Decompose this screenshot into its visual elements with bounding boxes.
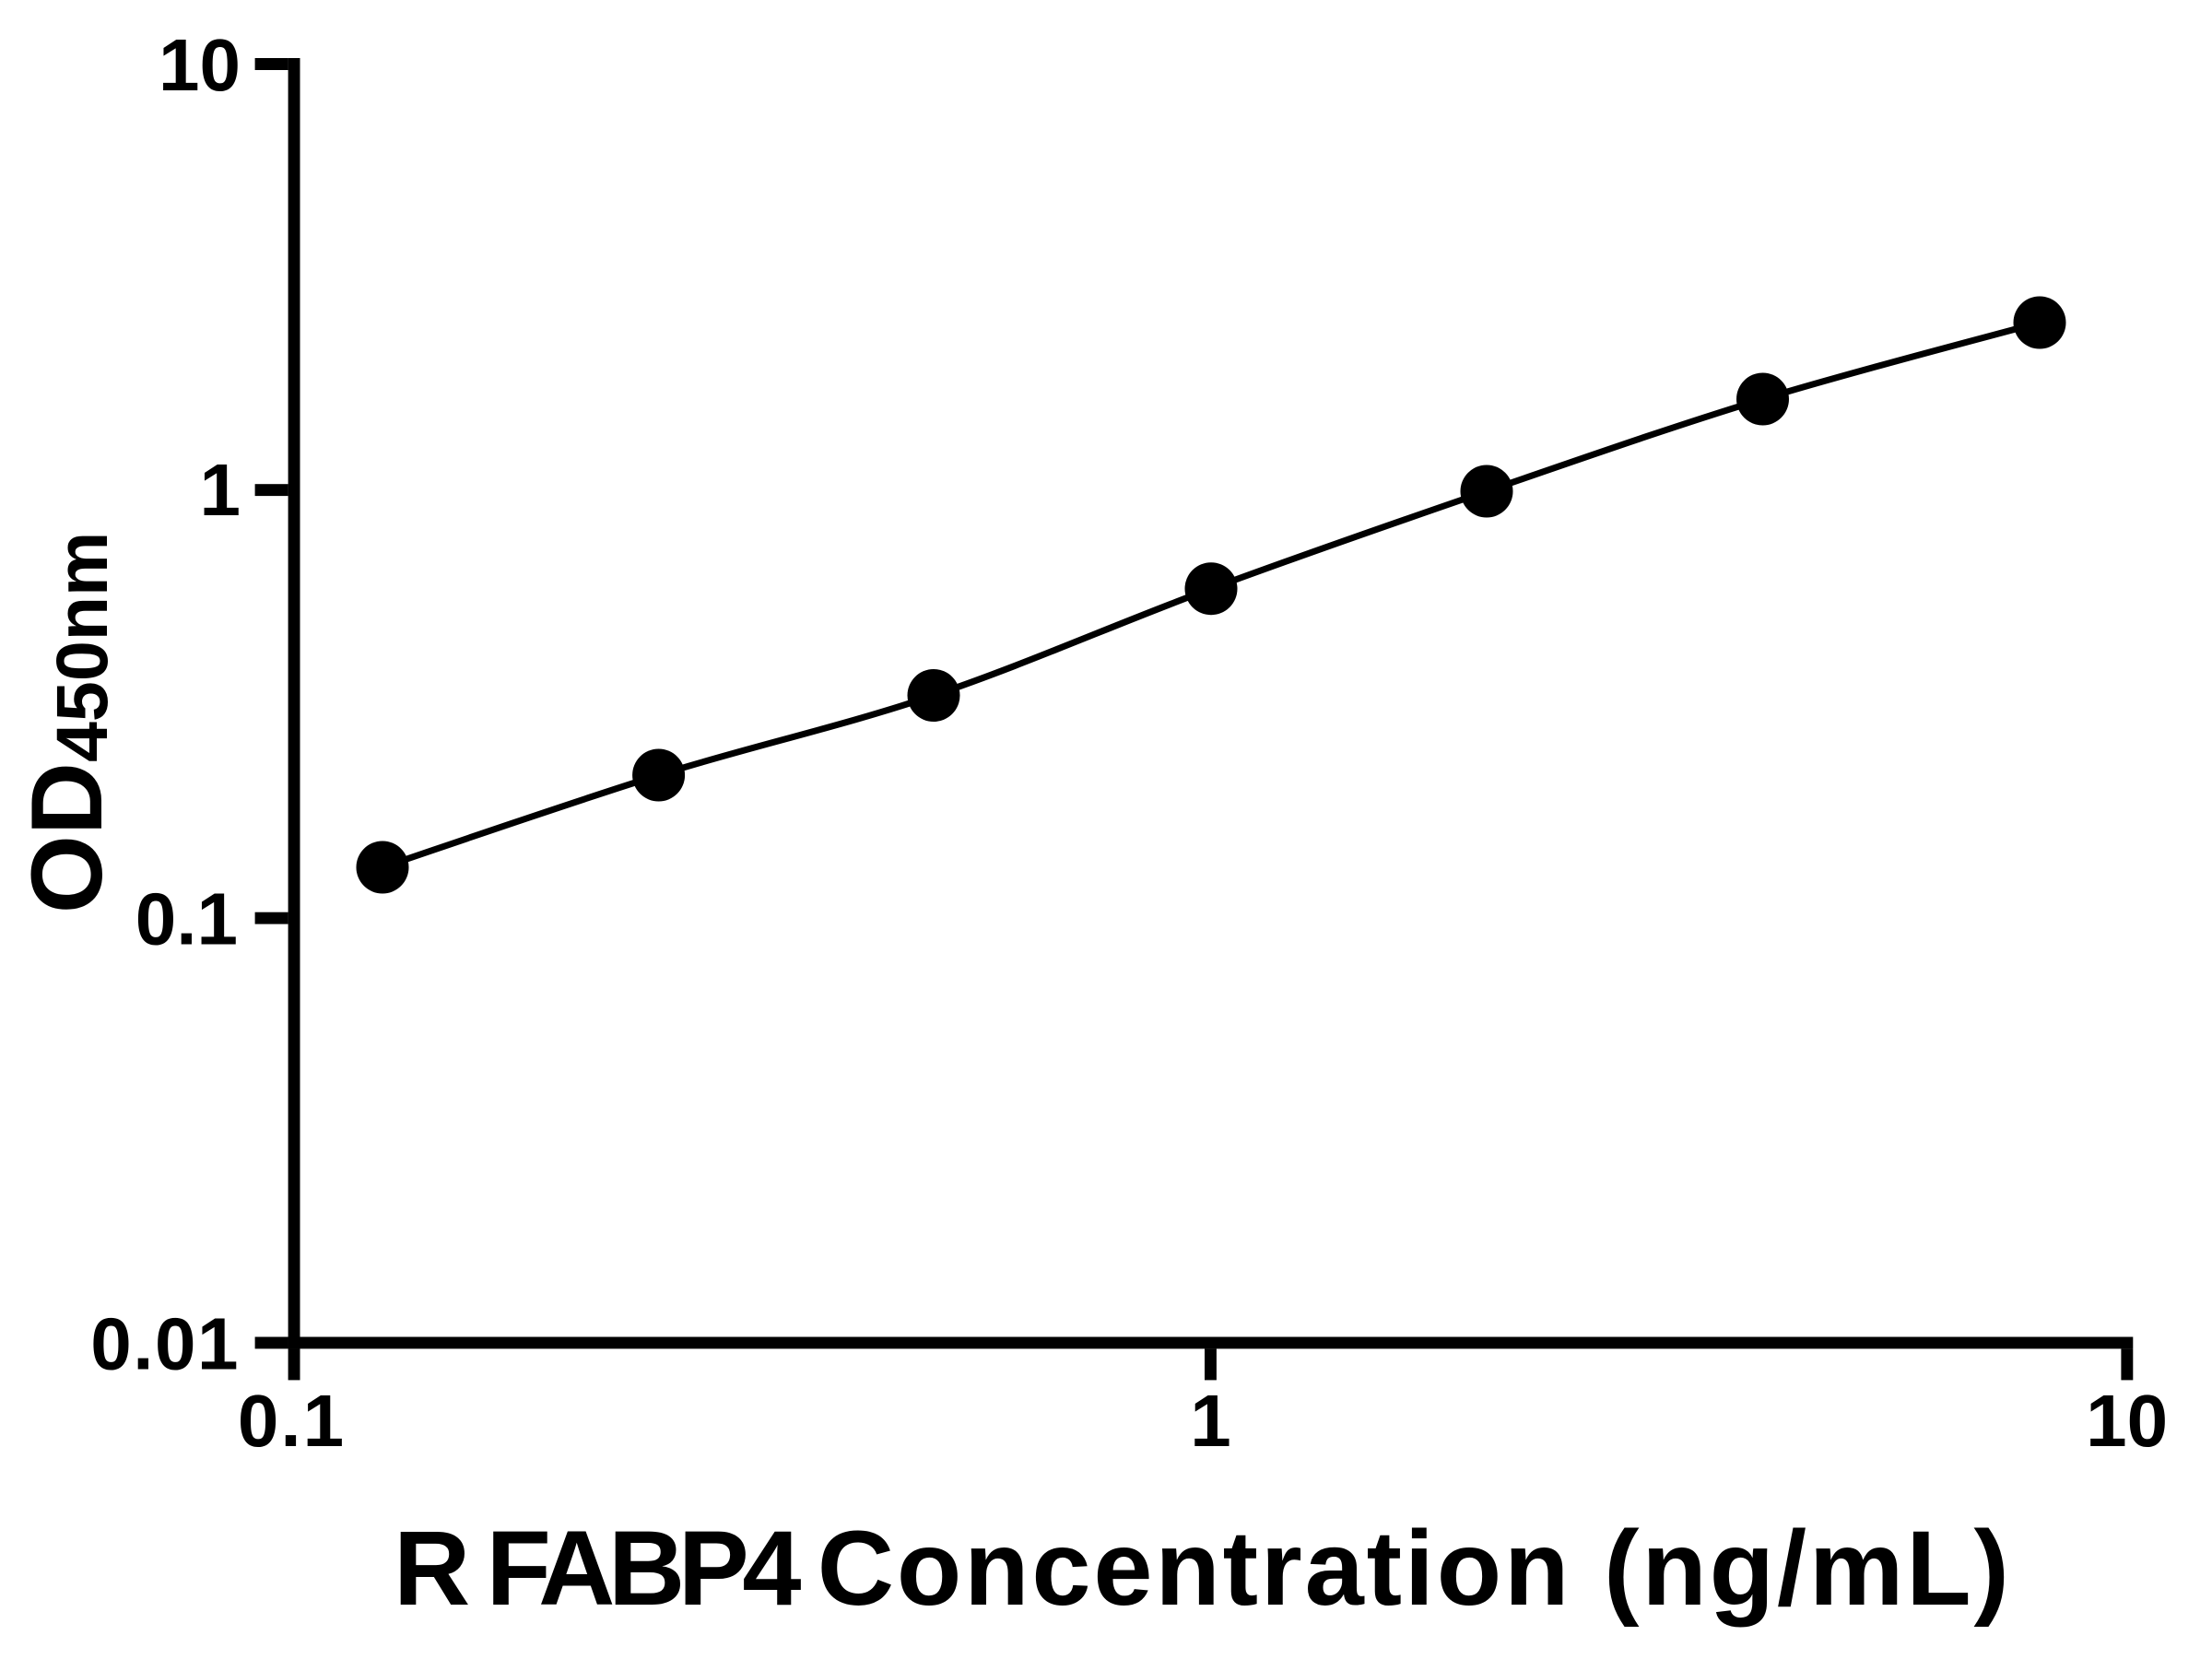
svg-text:1: 1	[1190, 1380, 1231, 1462]
svg-text:10: 10	[159, 24, 241, 106]
svg-text:R FABP4 Concentration (ng/mL): R FABP4 Concentration (ng/mL)	[394, 1510, 2012, 1628]
svg-text:10: 10	[2086, 1380, 2168, 1462]
svg-text:1: 1	[200, 449, 241, 531]
svg-text:0.01: 0.01	[90, 1303, 240, 1385]
svg-text:0.1: 0.1	[135, 878, 238, 960]
svg-text:0.1: 0.1	[238, 1380, 346, 1462]
